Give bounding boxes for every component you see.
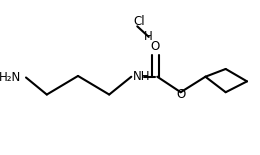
Text: O: O [151, 40, 160, 53]
Text: NH: NH [133, 70, 150, 83]
Text: O: O [176, 88, 185, 101]
Text: H: H [144, 30, 153, 43]
Text: H₂N: H₂N [0, 71, 22, 84]
Text: Cl: Cl [134, 15, 145, 28]
